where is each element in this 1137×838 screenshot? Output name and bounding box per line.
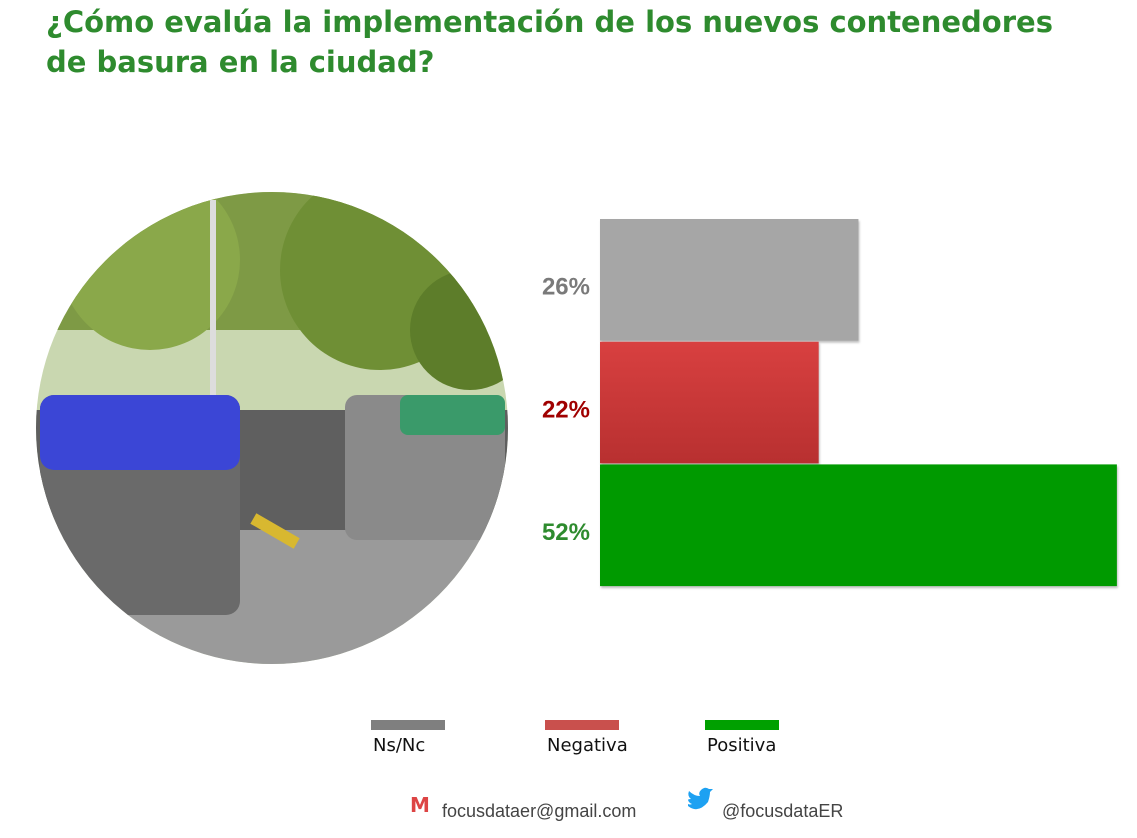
twitter-icon [688, 787, 713, 810]
bar [600, 464, 1117, 587]
legend-swatch [371, 720, 445, 730]
bar [600, 219, 859, 341]
legend-label: Ns/Nc [373, 735, 425, 756]
value-label: 26% [542, 274, 590, 301]
footer-email: focusdataer@gmail.com [442, 801, 636, 821]
mail-icon: M [410, 793, 430, 817]
bar [600, 341, 819, 464]
value-label: 22% [542, 396, 590, 423]
legend-label: Negativa [547, 735, 628, 756]
photo [36, 192, 508, 664]
value-label: 52% [542, 519, 590, 546]
footer-twitter: @focusdataER [722, 801, 843, 821]
legend-swatch [705, 720, 779, 730]
chart-title: ¿Cómo evalúa la implementación de los nu… [46, 5, 1053, 79]
legend-swatch [545, 720, 619, 730]
legend-label: Positiva [707, 735, 776, 756]
